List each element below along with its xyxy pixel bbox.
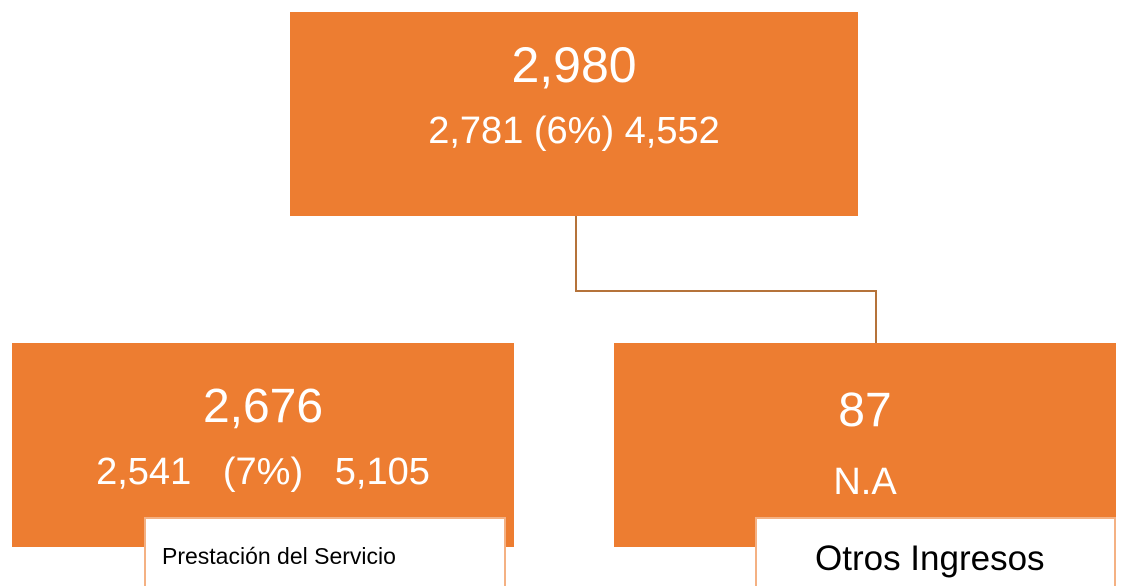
node-value: 2,676 — [202, 380, 324, 433]
node-detail: 2,541 (7%) 5,105 — [96, 451, 430, 493]
node-label: Otros Ingresos — [755, 517, 1116, 586]
node-top: 2,980 2,781 (6%) 4,552 — [290, 12, 858, 216]
node-detail: N.A — [833, 461, 897, 503]
node-value: 2,980 — [511, 37, 637, 93]
connector — [575, 216, 877, 343]
node-label: Prestación del Servicio — [144, 517, 506, 586]
node-value: 87 — [838, 384, 892, 437]
node-right: 87 N.A — [614, 343, 1116, 547]
node-left: 2,676 2,541 (7%) 5,105 — [12, 343, 514, 547]
node-detail: 2,781 (6%) 4,552 — [428, 110, 720, 152]
